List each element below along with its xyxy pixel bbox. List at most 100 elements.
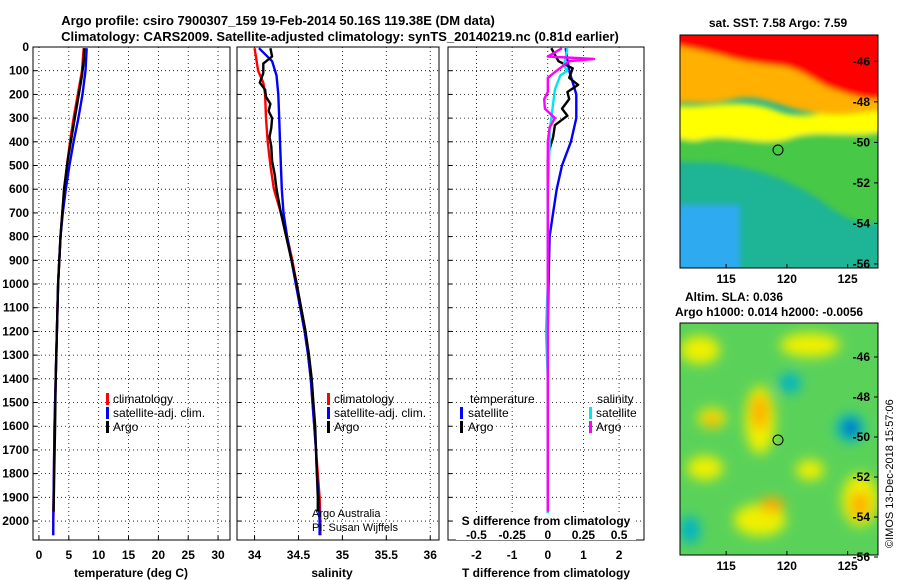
sst-green-band <box>680 122 878 224</box>
salinity-x-tick-label: 35 <box>336 548 350 562</box>
sst-map: sat. SST: 7.58 Argo: 7.59 -46 -48 -50 -52 -5… <box>679 16 879 286</box>
argo-location-marker <box>772 144 784 156</box>
temperature-x-tick-label: 0 <box>36 548 43 562</box>
lat-tick-label: -50 <box>853 135 871 149</box>
legend-satellite: satellite-adj. clim. <box>113 406 205 420</box>
sst-lat-ticks: -46 -48 -50 -52 -54 -56 <box>853 54 878 271</box>
figure-title-line1: Argo profile: csiro 7900307_159 19-Feb-2… <box>61 13 495 28</box>
sla-map: Altim. SLA: 0.036 Argo h1000: 0.014 h200… <box>675 290 879 573</box>
t-difference-axis-label: T difference from climatology <box>462 566 630 580</box>
lon-tick-label: 115 <box>716 272 736 286</box>
temperature-x-tick-label: 20 <box>152 548 166 562</box>
temperature-series-argo <box>52 48 86 512</box>
difference-legend: temperature salinity satellite Argo sate… <box>460 392 637 434</box>
legend-t-satellite: satellite <box>468 406 509 420</box>
difference-lines <box>543 47 596 536</box>
salinity-series-argo <box>258 47 319 512</box>
depth-tick-label: 1500 <box>2 396 29 410</box>
s-difference-tick-label: 0 <box>544 528 551 542</box>
sst-field <box>680 35 878 268</box>
sst-map-title: sat. SST: 7.58 Argo: 7.59 <box>709 16 848 30</box>
temperature-x-tick-label: 15 <box>122 548 136 562</box>
difference-x-ticks: -2 -1 0 1 2 <box>471 548 623 562</box>
temperature-axis-label: temperature (deg C) <box>74 566 188 580</box>
legend-satellite-swatch <box>327 407 330 419</box>
sla-map-title-line2: Argo h1000: 0.014 h2000: -0.0056 <box>675 305 863 319</box>
lat-tick-label: -46 <box>853 54 871 68</box>
sla-lon-ticks: 115 120 125 <box>716 551 858 573</box>
depth-tick-label: 200 <box>9 87 29 101</box>
sst-lon-ticks: 115 120 125 <box>716 264 858 286</box>
salinity-x-tick-label: 34 <box>248 548 262 562</box>
sla-yellow-patch <box>680 336 720 364</box>
argo-location-marker <box>772 434 784 446</box>
legend-s-argo: Argo <box>596 420 622 434</box>
s-difference-tick-label: -0.5 <box>466 528 487 542</box>
temperature-legend: climatology satellite-adj. clim. Argo <box>106 392 205 434</box>
depth-tick-label: 700 <box>9 206 29 220</box>
temperature-x-ticks: 0 5 10 15 20 25 30 <box>36 548 225 562</box>
sla-yellow-patch <box>796 460 824 480</box>
depth-tick-label: 500 <box>9 159 29 173</box>
temperature-x-tick-label: 10 <box>92 548 106 562</box>
depth-tick-label: 1700 <box>2 443 29 457</box>
difference-x-tick-label: -2 <box>471 548 482 562</box>
lat-tick-label: -56 <box>853 257 871 271</box>
lat-tick-label: -48 <box>853 390 871 404</box>
depth-tick-label: 300 <box>9 111 29 125</box>
sla-yellow-patch <box>687 456 723 480</box>
argo-australia-note: Argo Australia <box>312 508 381 520</box>
depth-tick-label: 900 <box>9 253 29 267</box>
difference-x-tick-label: -1 <box>507 548 518 562</box>
depth-tick-label: 1100 <box>3 301 29 315</box>
legend-s-satellite: satellite <box>596 406 637 420</box>
temperature-x-tick-label: 25 <box>182 548 196 562</box>
salinity-lines <box>253 47 322 536</box>
s-difference-tick-label: 0.5 <box>611 528 628 542</box>
s-difference-axis-label: S difference from climatology <box>462 514 631 528</box>
difference-series-s-argo <box>543 47 596 512</box>
temperature-lines <box>52 48 88 536</box>
legend-argo-swatch <box>106 421 109 433</box>
legend-argo: Argo <box>334 420 360 434</box>
sla-orange-patch <box>851 491 869 519</box>
temperature-x-tick-label: 5 <box>65 548 72 562</box>
lat-tick-label: -46 <box>853 350 871 364</box>
s-difference-ticks: -0.5 -0.25 0 0.25 0.5 <box>466 528 628 542</box>
legend-argo-swatch <box>327 421 330 433</box>
difference-panel: -2 -1 0 1 2 S difference from climatology -0… <box>447 46 645 580</box>
sla-yellow-patch <box>780 333 840 357</box>
pi-note: PI: Susan Wijffels <box>312 522 398 534</box>
salinity-legend: climatology satellite-adj. clim. Argo <box>327 392 426 434</box>
temperature-grid <box>33 46 230 540</box>
lon-tick-label: 115 <box>716 559 736 573</box>
lon-tick-label: 120 <box>777 272 797 286</box>
salinity-x-tick-label: 34.5 <box>287 548 311 562</box>
salinity-grid <box>237 46 439 540</box>
sla-patches <box>680 333 878 544</box>
depth-tick-label: 800 <box>9 230 29 244</box>
sst-red-band <box>680 35 878 100</box>
s-difference-tick-label: -0.25 <box>498 528 526 542</box>
salinity-axis-label: salinity <box>311 566 353 580</box>
legend-climatology-swatch <box>327 393 330 405</box>
legend-climatology: climatology <box>334 392 394 406</box>
legend-s-satellite-swatch <box>589 407 592 419</box>
legend-t-argo-swatch <box>460 421 463 433</box>
legend-t-satellite-swatch <box>460 407 463 419</box>
lon-tick-label: 120 <box>777 559 797 573</box>
salinity-series-climatology <box>253 48 322 536</box>
lat-tick-label: -56 <box>853 550 871 564</box>
sla-orange-patch <box>704 414 720 426</box>
sla-cyan-patch <box>680 516 700 544</box>
depth-tick-label: 0 <box>22 40 29 54</box>
sla-blue-patch <box>845 421 857 435</box>
depth-tick-label: 1900 <box>2 490 29 504</box>
depth-tick-label: 1300 <box>2 348 29 362</box>
legend-climatology-swatch <box>106 393 109 405</box>
sla-orange-patch <box>752 394 768 430</box>
s-axis-backdrop <box>456 513 636 540</box>
lat-tick-label: -54 <box>853 510 871 524</box>
legend-temperature-title: temperature <box>470 392 535 406</box>
